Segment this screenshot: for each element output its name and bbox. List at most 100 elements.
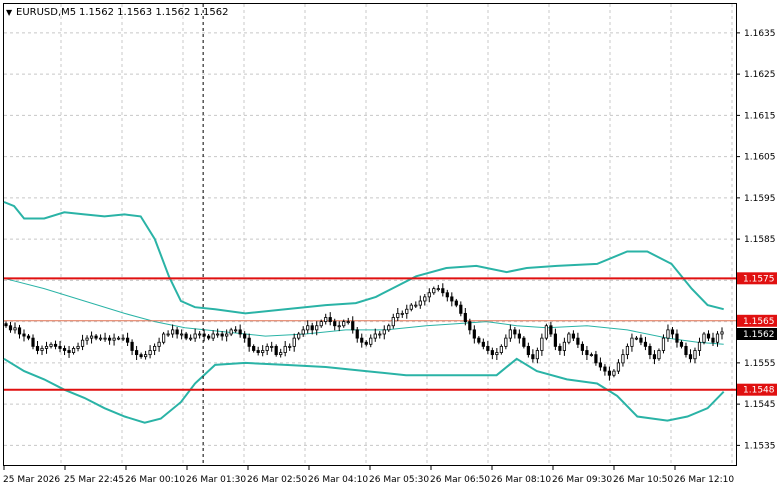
candle-body <box>22 333 26 337</box>
candle-body <box>517 333 521 339</box>
candle-body <box>405 308 409 314</box>
candle-body <box>207 335 211 339</box>
candle-body <box>130 341 134 351</box>
time-tick-label: 26 Mar 05:30 <box>369 475 429 485</box>
level-price-tag <box>737 314 777 327</box>
candle-body <box>553 333 557 347</box>
price-tick-label: 1.1595 <box>744 194 776 204</box>
candlesticks <box>4 283 724 381</box>
candle-body <box>499 345 503 353</box>
candle-body <box>688 354 693 360</box>
candle-body <box>157 341 161 347</box>
candle-body <box>513 329 517 335</box>
candle-body <box>270 345 274 348</box>
candle-body <box>67 350 71 353</box>
candle-body <box>252 345 256 351</box>
price-tick-label: 1.1555 <box>744 359 776 369</box>
candle-body <box>125 337 130 343</box>
candle-body <box>531 354 535 360</box>
candle-body <box>643 341 648 347</box>
candle-body <box>720 331 724 335</box>
candle-body <box>234 329 238 332</box>
candle-body <box>80 339 85 347</box>
candle-body <box>337 325 341 328</box>
candle-body <box>351 321 355 331</box>
candle-body <box>211 333 215 339</box>
candle-body <box>8 325 13 331</box>
time-tick-label: 26 Mar 12:10 <box>674 475 734 485</box>
candle-body <box>463 312 467 323</box>
candle-body <box>360 337 364 343</box>
candle-body <box>418 300 422 306</box>
candle-body <box>265 345 269 351</box>
candle-body <box>180 333 184 336</box>
candle-body <box>490 350 494 356</box>
menu-arrow-icon[interactable]: ▼ <box>6 8 13 17</box>
candle-body <box>432 288 436 294</box>
candle-body <box>369 337 373 345</box>
candle-body <box>76 345 80 349</box>
time-tick-label: 26 Mar 10:50 <box>613 475 673 485</box>
candle-body <box>486 345 490 351</box>
level-price-tag-label: 1.1575 <box>743 274 775 284</box>
candle-body <box>283 345 287 353</box>
candle-body <box>35 345 40 351</box>
candle-body <box>71 348 76 353</box>
candle-body <box>306 325 310 331</box>
candle-body <box>684 345 688 356</box>
candle-body <box>256 350 260 353</box>
candle-body <box>193 333 197 339</box>
candle-body <box>216 333 220 336</box>
candle-body <box>477 337 481 343</box>
candle-body <box>382 329 386 335</box>
candle-body <box>274 345 278 356</box>
candle-body <box>387 325 391 331</box>
candle-body <box>423 296 427 302</box>
symbol-label: EURUSD,M5 <box>16 7 76 18</box>
bid-price-tag-label: 1.1562 <box>743 330 775 340</box>
candle-body <box>4 323 8 327</box>
candle-body <box>373 333 377 339</box>
candle-body <box>715 333 720 343</box>
price-tick-label: 1.1605 <box>744 153 776 163</box>
level-price-tag <box>737 272 777 285</box>
candle-body <box>229 329 233 335</box>
candle-body <box>364 341 368 345</box>
price-axis[interactable]: 1.1635 1.1625 1.1615 1.1605 1.1595 1.1585 1.15… <box>736 29 777 452</box>
candle-body <box>657 350 661 360</box>
level-price-tag-label: 1.1565 <box>743 317 775 327</box>
candle-body <box>44 345 49 349</box>
candle-body <box>17 327 22 335</box>
candle-body <box>134 350 139 356</box>
candle-body <box>427 292 431 298</box>
candle-body <box>652 354 657 360</box>
candle-body <box>472 329 476 339</box>
candle-body <box>540 337 544 351</box>
candle-body <box>292 337 296 347</box>
candle-body <box>175 329 179 335</box>
candle-body <box>450 296 454 302</box>
candle-body <box>58 345 62 349</box>
time-axis[interactable]: 25 Mar 2026 25 Mar 22:45 26 Mar 00:10 26 Ma… <box>3 466 734 485</box>
candle-body <box>639 337 643 343</box>
candle-body <box>544 325 548 339</box>
candle-body <box>121 337 125 340</box>
horizontal-levels[interactable] <box>4 277 736 391</box>
candle-body <box>445 292 449 298</box>
candle-body <box>409 304 413 310</box>
candle-body <box>346 321 350 324</box>
candle-body <box>31 337 35 347</box>
candle-body <box>661 337 666 351</box>
candle-body <box>355 329 359 339</box>
candle-body <box>603 366 607 372</box>
candle-body <box>441 288 445 294</box>
candle-body <box>679 341 684 347</box>
bollinger-bands <box>3 201 725 424</box>
candle-body <box>612 370 616 376</box>
candle-body <box>112 337 116 341</box>
candle-body <box>522 337 526 347</box>
candle-body <box>85 337 89 341</box>
candle-body <box>625 345 630 356</box>
